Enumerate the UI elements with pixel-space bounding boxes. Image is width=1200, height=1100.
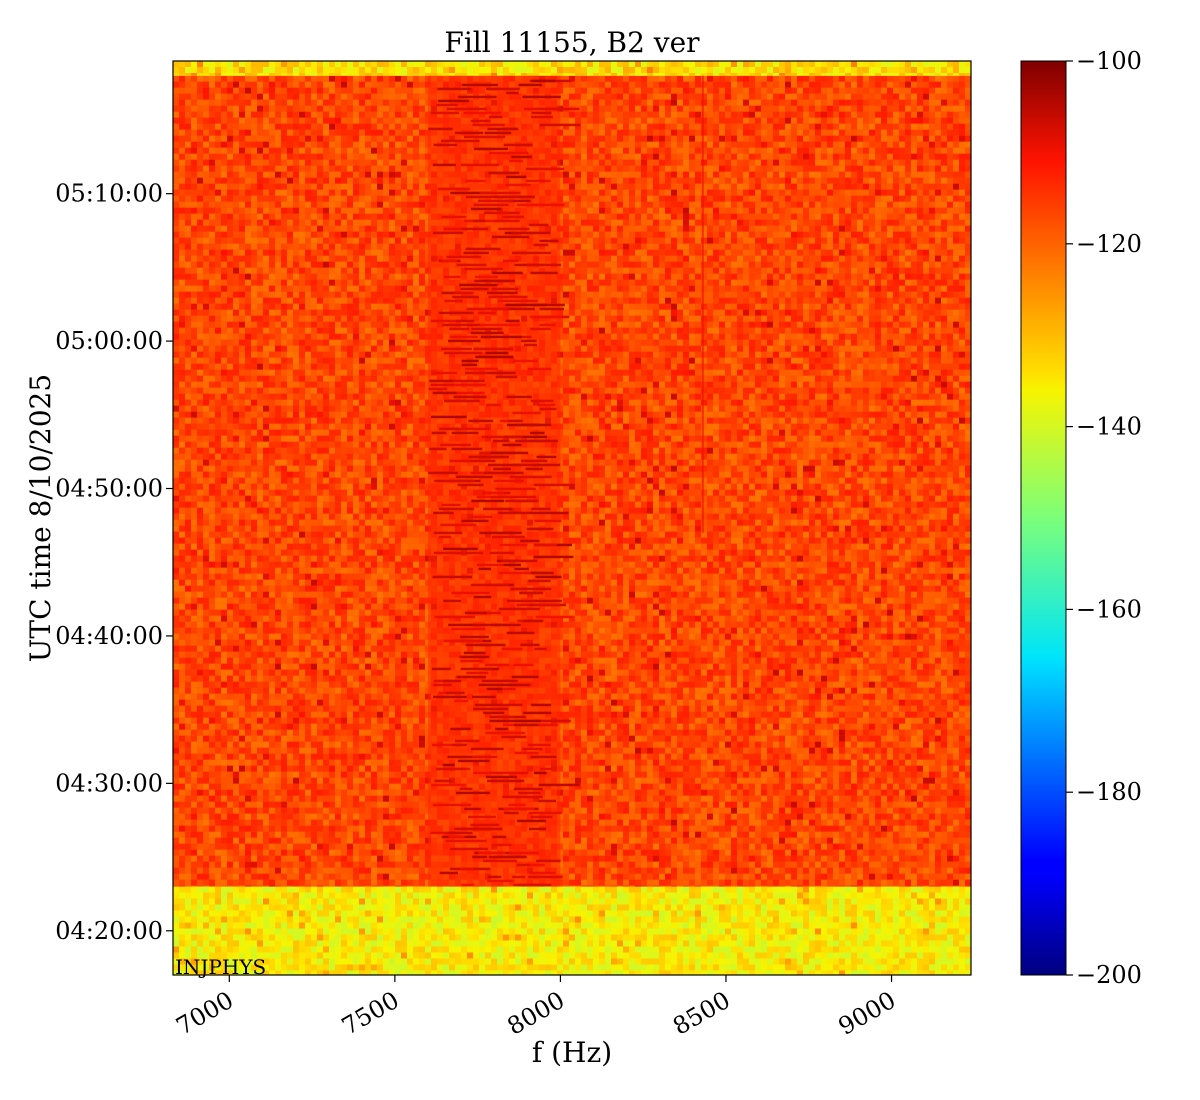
x-tick-label: 7000 xyxy=(171,986,238,1041)
colorbar-tick-label: −100 xyxy=(1076,47,1142,75)
y-tick-label: 04:40:00 xyxy=(55,622,163,650)
colorbar-tick-label: −160 xyxy=(1076,595,1142,623)
colorbar-tick-label: −200 xyxy=(1076,961,1142,989)
x-axis-label: f (Hz) xyxy=(532,1036,612,1069)
x-tick-label: 7500 xyxy=(337,986,404,1041)
y-tick-label: 04:50:00 xyxy=(55,475,163,503)
x-axis-ticks: 7000 7500 8000 8500 9000 xyxy=(171,975,901,1041)
heatmap-region xyxy=(173,886,971,975)
heatmap-region xyxy=(173,61,971,76)
y-axis-label: UTC time 8/10/2025 xyxy=(24,374,57,662)
feature-marks xyxy=(427,75,704,887)
heatmap-cells xyxy=(173,61,971,975)
signal-band xyxy=(427,75,581,887)
y-tick-label: 04:30:00 xyxy=(55,769,163,797)
colorbar-tick-label: −140 xyxy=(1076,413,1142,441)
colorbar-tick-label: −120 xyxy=(1076,230,1142,258)
y-tick-label: 05:10:00 xyxy=(55,180,163,208)
y-tick-label: 04:20:00 xyxy=(55,917,163,945)
y-axis-ticks: 04:20:00 04:30:00 04:40:00 04:50:00 05:00:00… xyxy=(55,180,173,945)
x-tick-label: 8000 xyxy=(503,986,570,1041)
heatmap-region xyxy=(173,75,971,887)
x-tick-label: 8500 xyxy=(668,986,735,1041)
colorbar xyxy=(1020,60,1067,976)
colorbar-ticks: −100 −120 −140 −160 −180 −200 xyxy=(1066,47,1142,989)
plot-frame xyxy=(172,60,972,976)
injphys-annotation: INJPHYS xyxy=(175,955,266,979)
colorbar-tick-label: −180 xyxy=(1076,778,1142,806)
x-tick-label: 9000 xyxy=(834,986,901,1041)
chart-title: Fill 11155, B2 ver xyxy=(444,26,700,59)
y-tick-label: 05:00:00 xyxy=(55,327,163,355)
